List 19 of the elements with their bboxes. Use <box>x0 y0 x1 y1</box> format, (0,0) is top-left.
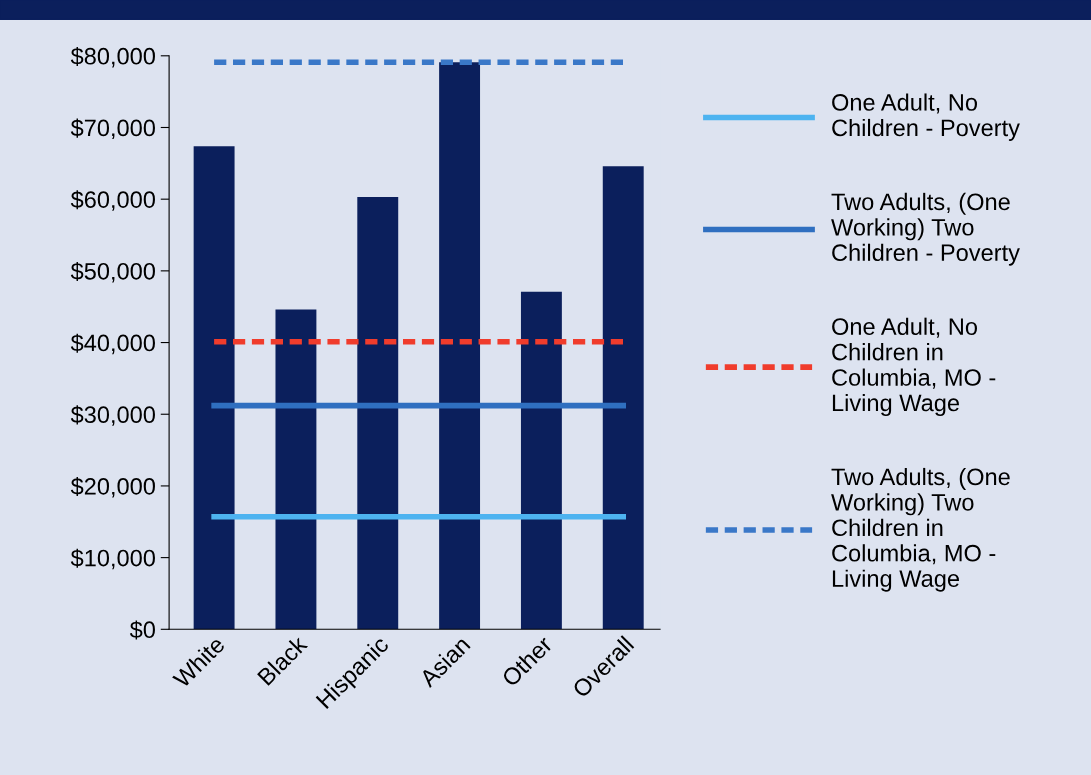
y-tick-label: $50,000 <box>70 261 155 283</box>
bar <box>520 291 562 630</box>
y-tick-label: $80,000 <box>70 46 155 68</box>
y-tick-label: $0 <box>129 620 155 640</box>
legend-label: One Adult, No Children in Columbia, MO - Living Wage <box>832 317 996 416</box>
legend-label: Two Adults, (One Working) Two Children - Poverty <box>831 192 1020 266</box>
y-tick-label: $60,000 <box>70 190 155 211</box>
bar <box>602 166 644 630</box>
y-tick-label: $70,000 <box>70 118 155 140</box>
y-tick-label: $20,000 <box>70 477 155 498</box>
bar <box>357 197 399 630</box>
y-tick-label: $30,000 <box>70 405 155 426</box>
y-tick-label: $10,000 <box>70 548 155 570</box>
y-tick-label: $40,000 <box>70 333 155 355</box>
bar <box>275 309 317 630</box>
legend-label: Two Adults, (One Working) Two Children in Columbia, MO - Living Wage <box>831 467 1010 592</box>
bar <box>193 146 235 630</box>
legend-label: One Adult, No Children - Poverty <box>832 93 1020 141</box>
bar <box>439 62 481 630</box>
